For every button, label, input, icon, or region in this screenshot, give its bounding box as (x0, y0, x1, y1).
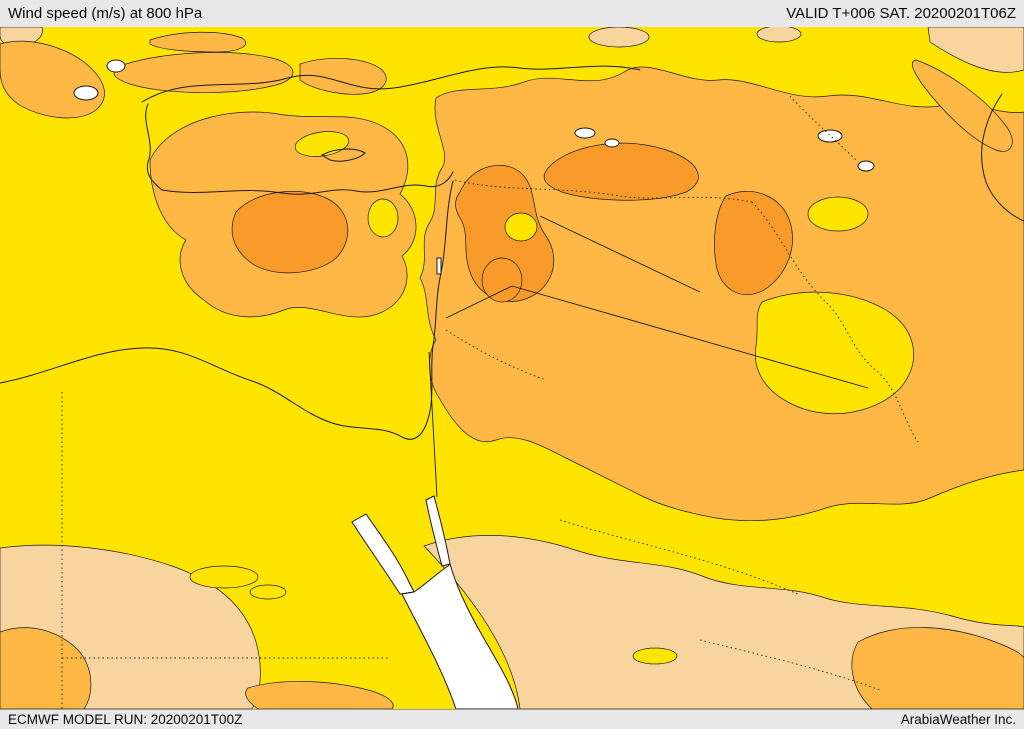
contour-hole-yellow (189, 565, 259, 589)
contour-region-orange (299, 57, 387, 95)
border-syria-iraq (539, 215, 701, 293)
valid-time-label: VALID T+006 SAT. 20200201T06Z (786, 5, 1016, 22)
contour-region-orange (0, 627, 92, 709)
dead-sea (436, 257, 442, 275)
contour-region-orange (851, 627, 1024, 709)
water-bodies (73, 59, 875, 709)
contour-hole-yellow (367, 198, 399, 238)
map-canvas (0, 27, 1024, 709)
contour-hole-yellow (504, 212, 538, 242)
high-wind-regions (231, 142, 793, 303)
caspian-coast (981, 93, 1024, 222)
credit-label: ArabiaWeather Inc. (900, 712, 1016, 727)
contour-hole-yellow (807, 196, 869, 232)
contour-region-cream (756, 27, 802, 43)
model-run-label: ECMWF MODEL RUN: 20200201T00Z (8, 712, 243, 727)
contour-region-dark-orange (455, 165, 555, 302)
border-turkey-iran (789, 95, 859, 163)
contour-hole-yellow (249, 584, 287, 600)
water-patch (73, 85, 99, 101)
contour-hole-yellow (754, 291, 914, 415)
contour-region-dark-orange (481, 257, 523, 303)
contour-region-orange (113, 52, 294, 93)
coastlines (0, 65, 1024, 440)
contour-hole-yellow (632, 647, 678, 665)
water-patch (106, 59, 126, 73)
border-egypt-israel (428, 351, 438, 498)
footer-bar: ECMWF MODEL RUN: 20200201T00Z ArabiaWeat… (0, 709, 1024, 729)
border-jordan-iraq (445, 285, 513, 319)
lake-urmia (857, 160, 875, 172)
header-bar: Wind speed (m/s) at 800 hPa VALID T+006 … (0, 0, 1024, 27)
south-turkey-coast (161, 171, 454, 195)
wind-speed-contour-map (0, 27, 1024, 709)
mediterranean-levant-coast (0, 180, 454, 440)
lake (604, 138, 620, 148)
aegean-coast (145, 103, 163, 191)
contour-region-cream (588, 27, 650, 48)
contour-region-orange (245, 681, 394, 709)
red-sea (401, 563, 519, 709)
low-wind-holes (189, 131, 914, 665)
contour-region-orange (149, 31, 247, 53)
country-borders (61, 95, 919, 709)
lake (574, 127, 596, 139)
contour-region-dark-orange (714, 191, 793, 295)
border-iraq-saudi (511, 285, 869, 389)
cyprus-island (321, 148, 366, 162)
lake-van (817, 129, 843, 143)
contour-region-orange (911, 59, 1013, 152)
contour-region-dark-orange (231, 191, 349, 274)
map-title: Wind speed (m/s) at 800 hPa (8, 5, 203, 22)
black-sea-coast (141, 65, 641, 103)
